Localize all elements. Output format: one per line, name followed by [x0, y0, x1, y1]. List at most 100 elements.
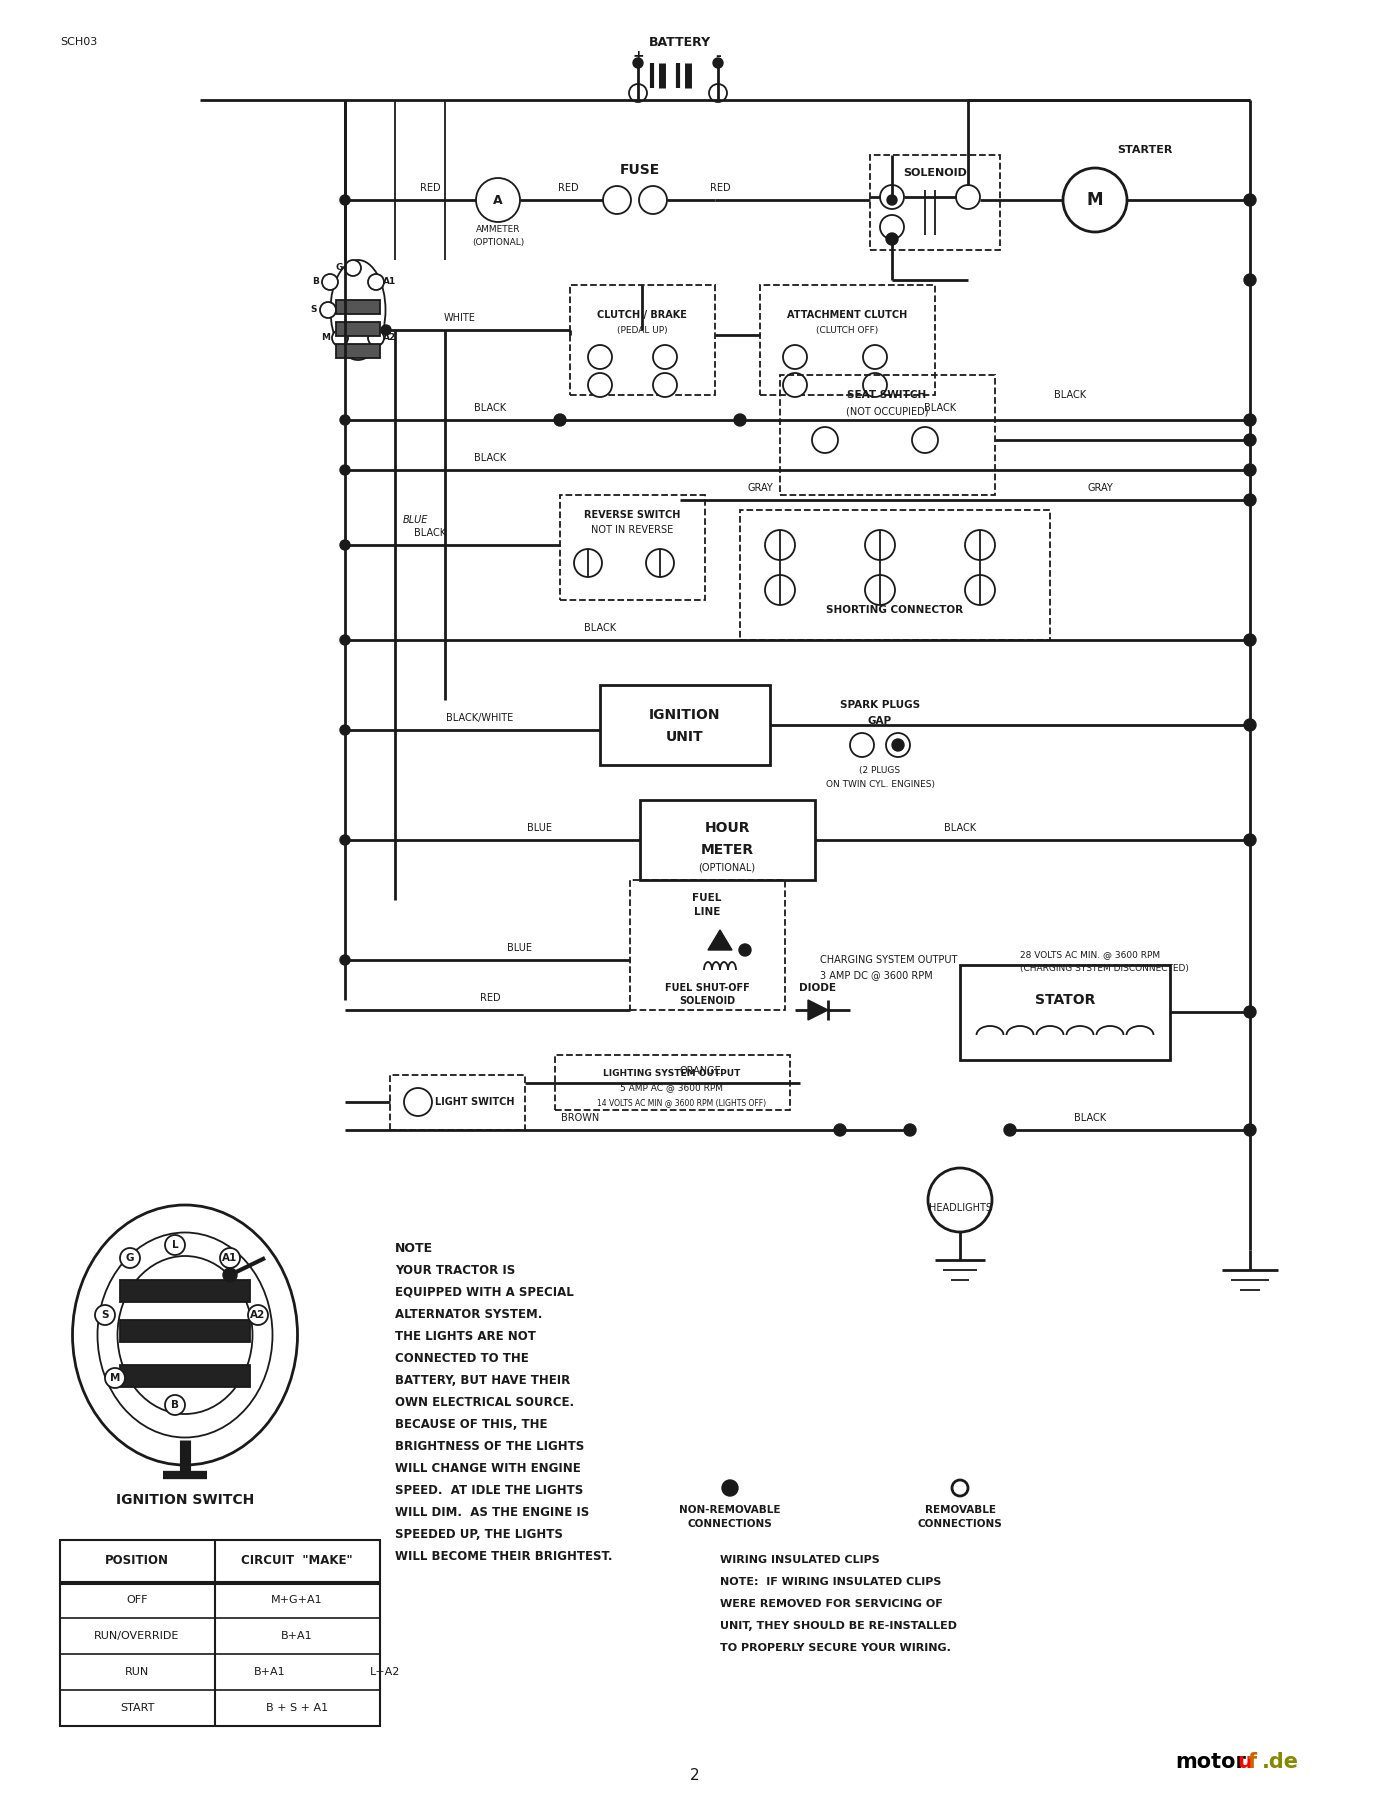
Circle shape — [345, 259, 361, 275]
Text: NOT IN REVERSE: NOT IN REVERSE — [591, 526, 673, 535]
Circle shape — [165, 1395, 185, 1415]
Circle shape — [1244, 434, 1257, 446]
Text: HOUR: HOUR — [705, 821, 749, 835]
Circle shape — [1244, 464, 1257, 475]
Text: BATTERY, BUT HAVE THEIR: BATTERY, BUT HAVE THEIR — [395, 1373, 570, 1386]
Text: +: + — [632, 49, 644, 63]
Circle shape — [630, 85, 646, 103]
Text: A1: A1 — [384, 277, 396, 286]
Text: WILL CHANGE WITH ENGINE: WILL CHANGE WITH ENGINE — [395, 1462, 581, 1474]
Text: RED: RED — [557, 184, 578, 193]
Circle shape — [120, 1247, 140, 1267]
Text: BATTERY: BATTERY — [649, 36, 712, 49]
Ellipse shape — [331, 259, 385, 360]
Text: CONNECTIONS: CONNECTIONS — [688, 1519, 773, 1528]
Circle shape — [341, 464, 350, 475]
Text: SPEED.  AT IDLE THE LIGHTS: SPEED. AT IDLE THE LIGHTS — [395, 1483, 584, 1496]
Circle shape — [341, 635, 350, 644]
Circle shape — [381, 326, 391, 335]
Circle shape — [812, 427, 838, 454]
Text: BLACK: BLACK — [1054, 391, 1086, 400]
Text: f: f — [1248, 1751, 1257, 1771]
Bar — [639, 799, 815, 880]
Circle shape — [247, 1305, 268, 1325]
Bar — [60, 1541, 379, 1726]
Text: BLACK: BLACK — [474, 454, 506, 463]
Circle shape — [739, 943, 751, 956]
Circle shape — [721, 1480, 738, 1496]
Circle shape — [929, 1168, 992, 1231]
Ellipse shape — [72, 1204, 297, 1465]
Text: ATTACHMENT CLUTCH: ATTACHMENT CLUTCH — [787, 310, 908, 320]
Text: LIGHTING SYSTEM OUTPUT: LIGHTING SYSTEM OUTPUT — [603, 1069, 741, 1078]
Text: .de: .de — [1262, 1751, 1300, 1771]
Circle shape — [965, 574, 995, 605]
Text: BLACK: BLACK — [944, 823, 976, 833]
Text: HEADLIGHTS: HEADLIGHTS — [929, 1202, 991, 1213]
Text: BLACK: BLACK — [924, 403, 956, 412]
Circle shape — [904, 1123, 916, 1136]
Circle shape — [1244, 493, 1257, 506]
Text: TO PROPERLY SECURE YOUR WIRING.: TO PROPERLY SECURE YOUR WIRING. — [720, 1643, 951, 1652]
Circle shape — [555, 414, 566, 427]
Text: GAP: GAP — [867, 716, 892, 725]
Circle shape — [1244, 833, 1257, 846]
Circle shape — [639, 185, 667, 214]
Circle shape — [1244, 1006, 1257, 1019]
Bar — [960, 965, 1170, 1060]
Text: BRIGHTNESS OF THE LIGHTS: BRIGHTNESS OF THE LIGHTS — [395, 1440, 584, 1453]
Bar — [120, 1364, 250, 1388]
Circle shape — [885, 733, 910, 758]
Text: LIGHT SWITCH: LIGHT SWITCH — [435, 1096, 514, 1107]
Text: UNIT: UNIT — [666, 731, 703, 743]
Text: RED: RED — [480, 994, 500, 1003]
Text: WILL BECOME THEIR BRIGHTEST.: WILL BECOME THEIR BRIGHTEST. — [395, 1550, 613, 1562]
Circle shape — [880, 185, 904, 209]
Bar — [120, 1319, 250, 1343]
Bar — [120, 1280, 250, 1301]
Text: L: L — [172, 1240, 178, 1249]
Bar — [600, 686, 770, 765]
Text: BLUE: BLUE — [527, 823, 552, 833]
Circle shape — [341, 540, 350, 551]
Text: G: G — [125, 1253, 135, 1264]
Circle shape — [165, 1235, 185, 1255]
Circle shape — [574, 549, 602, 578]
Text: STARTER: STARTER — [1118, 146, 1173, 155]
Circle shape — [863, 346, 887, 369]
Text: RED: RED — [710, 184, 730, 193]
Circle shape — [95, 1305, 115, 1325]
Text: M: M — [1087, 191, 1104, 209]
Text: 28 VOLTS AC MIN. @ 3600 RPM: 28 VOLTS AC MIN. @ 3600 RPM — [1020, 950, 1161, 959]
Circle shape — [341, 835, 350, 844]
Bar — [336, 322, 379, 337]
Circle shape — [368, 274, 384, 290]
Text: BLUE: BLUE — [403, 515, 428, 526]
Circle shape — [880, 214, 904, 239]
Bar — [391, 1075, 525, 1130]
Text: SOLENOID: SOLENOID — [904, 167, 967, 178]
Circle shape — [475, 178, 520, 221]
Text: -: - — [714, 49, 721, 63]
Circle shape — [320, 302, 336, 319]
Text: (CLUTCH OFF): (CLUTCH OFF) — [816, 326, 878, 335]
Text: G: G — [335, 263, 343, 272]
Text: WILL DIM.  AS THE ENGINE IS: WILL DIM. AS THE ENGINE IS — [395, 1505, 589, 1519]
Bar — [870, 155, 999, 250]
Text: (2 PLUGS: (2 PLUGS — [859, 765, 901, 774]
Text: IGNITION SWITCH: IGNITION SWITCH — [115, 1492, 254, 1507]
Circle shape — [851, 733, 874, 758]
Text: REMOVABLE: REMOVABLE — [924, 1505, 995, 1516]
Circle shape — [865, 574, 895, 605]
Text: B+A1: B+A1 — [254, 1667, 286, 1678]
Circle shape — [646, 549, 674, 578]
Text: (NOT OCCUPIED): (NOT OCCUPIED) — [845, 407, 929, 416]
Circle shape — [952, 1480, 967, 1496]
Circle shape — [1244, 718, 1257, 731]
Circle shape — [734, 414, 746, 427]
Text: (CHARGING SYSTEM DISCONNECTED): (CHARGING SYSTEM DISCONNECTED) — [1020, 963, 1188, 972]
Circle shape — [404, 1087, 432, 1116]
Circle shape — [653, 373, 677, 398]
Text: SCH03: SCH03 — [60, 38, 97, 47]
Circle shape — [106, 1368, 125, 1388]
